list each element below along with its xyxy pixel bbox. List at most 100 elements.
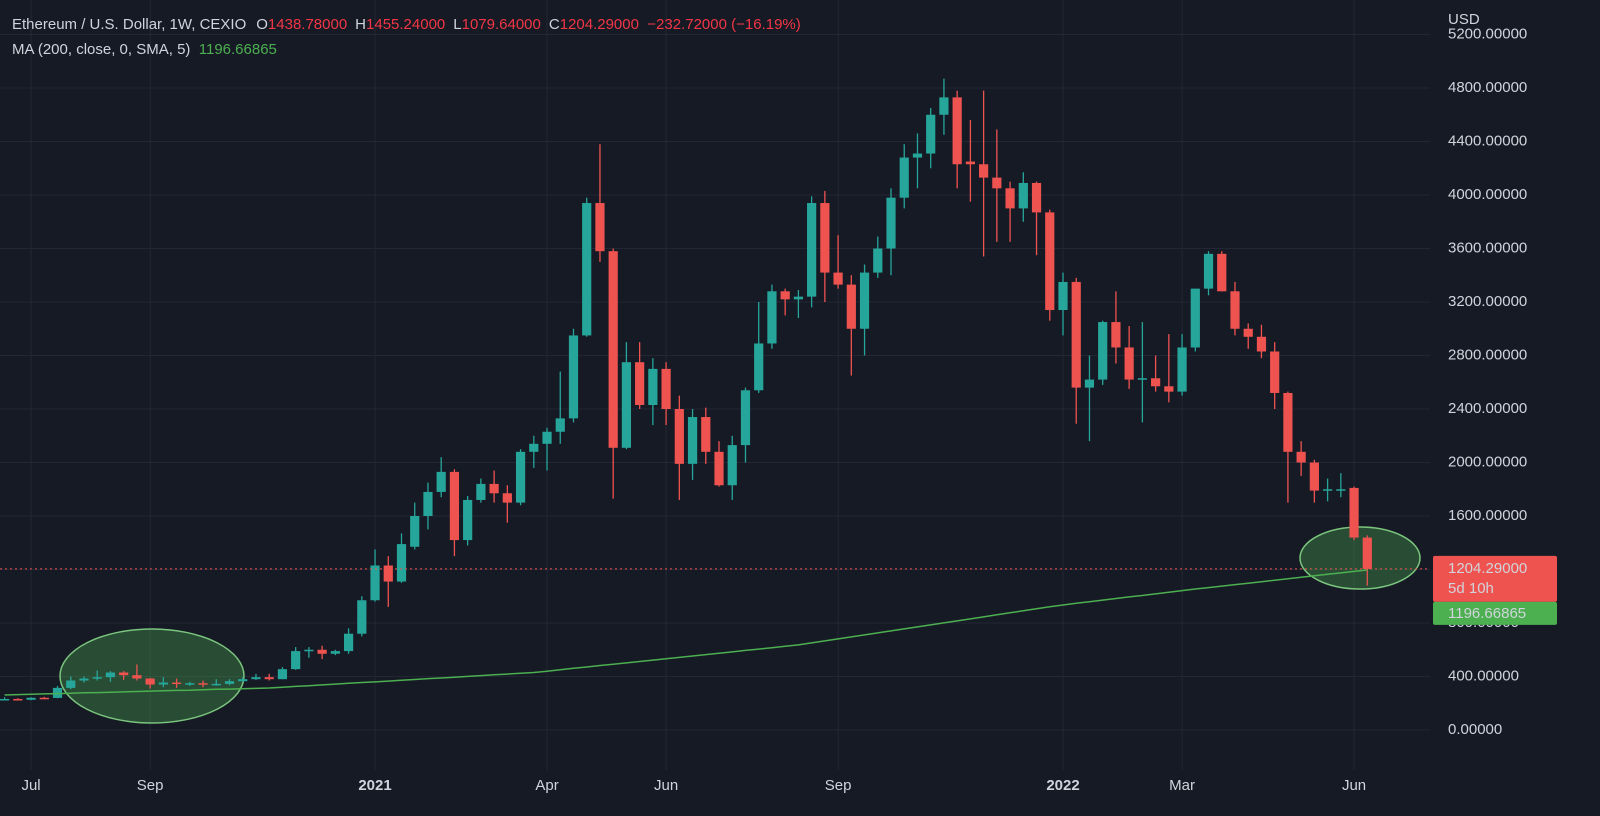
ma-value: 1196.66865	[198, 41, 277, 58]
candle-body	[383, 565, 393, 582]
candle-body	[1071, 281, 1081, 388]
candle-body	[1336, 489, 1346, 491]
x-tick-label: Apr	[535, 777, 558, 794]
x-tick-label: Sep	[825, 777, 852, 794]
candle-body	[1362, 537, 1372, 569]
candle-body	[754, 343, 764, 391]
candle-body	[846, 284, 856, 329]
candle-body	[608, 251, 618, 448]
ohlc-value: 1455.24000	[366, 16, 446, 33]
x-tick-label: 2022	[1046, 777, 1079, 794]
candle-body	[568, 335, 579, 419]
candle-body	[1124, 347, 1134, 380]
candle-body	[582, 203, 592, 336]
candle-body	[1349, 487, 1359, 538]
y-tick-label: 4800.00000	[1448, 79, 1527, 96]
candle-body	[1230, 291, 1240, 329]
candle-body	[820, 203, 830, 273]
candle-body	[833, 272, 843, 285]
candle-body	[1217, 253, 1227, 292]
candle-body	[410, 516, 420, 547]
candle-body	[555, 418, 565, 432]
candle-body	[317, 649, 327, 654]
candle-body	[648, 368, 658, 405]
candle-body	[132, 675, 142, 679]
candle-body	[1031, 182, 1042, 213]
ohlc: O1438.78000 H1455.24000 L1079.64000 C1204.2…	[246, 16, 639, 33]
candle-body	[674, 409, 684, 464]
plot	[0, 78, 1372, 701]
candle-body	[158, 682, 168, 685]
candle-body	[489, 483, 499, 494]
candle-body	[502, 493, 512, 503]
ma-value-label: 1196.66865	[1448, 605, 1526, 622]
candle-body	[529, 443, 539, 452]
candle-body	[105, 672, 116, 678]
y-tick-label: 5200.00000	[1448, 25, 1527, 42]
candle-body	[198, 683, 208, 685]
candle-body	[185, 683, 195, 685]
candle-body	[66, 680, 76, 688]
candle-body	[343, 633, 354, 652]
candle-body	[687, 417, 698, 464]
candle-body	[542, 431, 552, 444]
candle-body	[859, 272, 870, 329]
candle-body	[304, 649, 314, 652]
candle-body	[436, 471, 446, 492]
candle-body	[965, 161, 975, 165]
candle-body	[1005, 188, 1015, 209]
candle-body	[39, 697, 49, 700]
x-tick-label: Jun	[654, 777, 678, 794]
ma-value-box	[1433, 601, 1557, 625]
candle-body	[992, 177, 1002, 189]
candle-body	[873, 248, 883, 273]
candle-body	[211, 683, 221, 686]
candle-body	[370, 565, 380, 601]
candle-body	[899, 157, 909, 198]
y-tick-label: 2400.00000	[1448, 400, 1527, 417]
x-tick-label: Jun	[1342, 777, 1366, 794]
candle-body	[1151, 378, 1161, 387]
ohlc-value: 1079.64000	[461, 16, 541, 33]
candle-body	[171, 682, 182, 685]
ohlc-key: H	[355, 16, 367, 33]
candle-body	[291, 651, 301, 670]
grid	[0, 0, 1430, 770]
candle-body	[145, 678, 155, 685]
candle-body	[1296, 451, 1306, 463]
symbol-line: Ethereum / U.S. Dollar, 1W, CEXIO O1438.7…	[12, 12, 801, 37]
candle-body	[1309, 462, 1319, 491]
candle-body	[515, 451, 526, 503]
candle-body	[1177, 347, 1187, 392]
y-tick-label: 0.00000	[1448, 721, 1502, 738]
candle-body	[449, 471, 460, 541]
candle-body	[476, 483, 486, 500]
x-tick-label: Mar	[1169, 777, 1195, 794]
candle-body	[357, 600, 367, 634]
candle-body	[1018, 182, 1028, 209]
candle-body	[926, 114, 936, 154]
candle-body	[79, 678, 89, 681]
symbol: Ethereum / U.S. Dollar, 1W, CEXIO	[12, 16, 247, 33]
ohlc-key: O	[256, 16, 268, 33]
candle-body	[886, 197, 896, 249]
candle-body	[912, 153, 923, 158]
candle-body	[251, 677, 261, 680]
y-tick-label: 1600.00000	[1448, 507, 1527, 524]
candle-body	[1137, 378, 1147, 380]
change: −232.72000 (−16.19%)	[647, 16, 801, 33]
candle-body	[26, 697, 36, 700]
candle-body	[621, 362, 632, 448]
candle-body	[661, 368, 671, 410]
candle-body	[224, 681, 235, 684]
candle-body	[423, 491, 433, 517]
candle-body	[1098, 322, 1108, 380]
candle-body	[727, 445, 737, 486]
y-tick-label: 3600.00000	[1448, 239, 1527, 256]
candle-body	[714, 451, 724, 486]
ohlc-value: 1204.29000	[559, 16, 639, 33]
ohlc-value: 1438.78000	[267, 16, 348, 33]
candle-body	[92, 677, 102, 679]
candle-body	[396, 544, 407, 582]
